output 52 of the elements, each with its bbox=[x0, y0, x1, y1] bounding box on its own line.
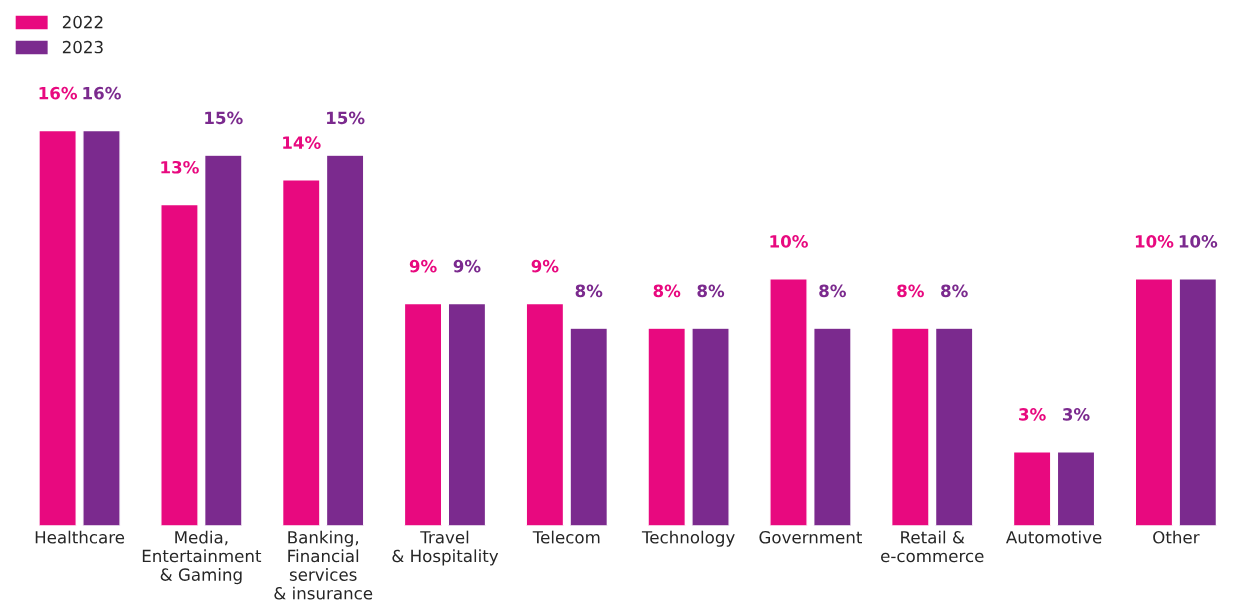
data-label: 10% bbox=[770, 235, 808, 248]
data-label: 13% bbox=[161, 160, 199, 174]
bar bbox=[1178, 278, 1218, 526]
data-label: 8% bbox=[697, 284, 725, 298]
x-tick-label: Automotive bbox=[1005, 530, 1102, 544]
bar bbox=[769, 278, 808, 526]
data-label: 3% bbox=[1062, 408, 1090, 421]
x-tick-label: Telecom bbox=[532, 530, 600, 544]
bar bbox=[403, 302, 443, 526]
data-label: 9% bbox=[531, 259, 559, 273]
bar bbox=[38, 129, 77, 526]
bar bbox=[890, 327, 930, 526]
data-label: 15% bbox=[327, 111, 365, 125]
bar bbox=[525, 302, 565, 526]
x-tick-label: Retail & e-commerce bbox=[881, 530, 984, 563]
data-label: 14% bbox=[283, 136, 321, 149]
data-label: 15% bbox=[205, 111, 243, 125]
data-label: 8% bbox=[897, 284, 924, 298]
legend-label: 2023 bbox=[62, 40, 103, 54]
bar bbox=[569, 327, 609, 526]
data-label: 8% bbox=[575, 284, 603, 298]
x-tick-label: Healthcare bbox=[35, 530, 125, 544]
x-tick-label: Travel & Hospitality bbox=[392, 530, 499, 566]
data-label: 10% bbox=[1179, 235, 1218, 248]
bar bbox=[1012, 451, 1052, 526]
bar bbox=[934, 327, 974, 526]
bar bbox=[325, 154, 365, 526]
data-label: 8% bbox=[941, 284, 968, 298]
data-label: 9% bbox=[409, 259, 437, 273]
data-label: 16% bbox=[39, 86, 78, 100]
bar bbox=[1056, 451, 1096, 526]
data-label: 3% bbox=[1019, 408, 1046, 421]
data-label: 16% bbox=[83, 86, 121, 100]
data-label: 8% bbox=[819, 284, 846, 298]
data-label: 9% bbox=[453, 259, 481, 273]
bar bbox=[203, 154, 243, 526]
x-tick-label: Other bbox=[1153, 530, 1200, 544]
x-tick-label: Government bbox=[759, 530, 863, 544]
bar bbox=[1134, 278, 1174, 526]
bar bbox=[82, 129, 121, 526]
x-tick-label: Technology bbox=[641, 530, 735, 547]
data-label: 8% bbox=[653, 284, 681, 298]
bar bbox=[647, 327, 687, 526]
bar bbox=[447, 302, 487, 526]
data-label: 10% bbox=[1135, 235, 1174, 248]
x-tick-label: Banking, Financial services & insurance bbox=[274, 530, 373, 600]
legend-label: 2022 bbox=[62, 15, 103, 29]
bar bbox=[813, 327, 852, 526]
bar bbox=[160, 203, 199, 526]
bar bbox=[281, 179, 321, 526]
x-tick-label: Media, Entertainment & Gaming bbox=[142, 530, 262, 585]
bar bbox=[691, 327, 730, 526]
